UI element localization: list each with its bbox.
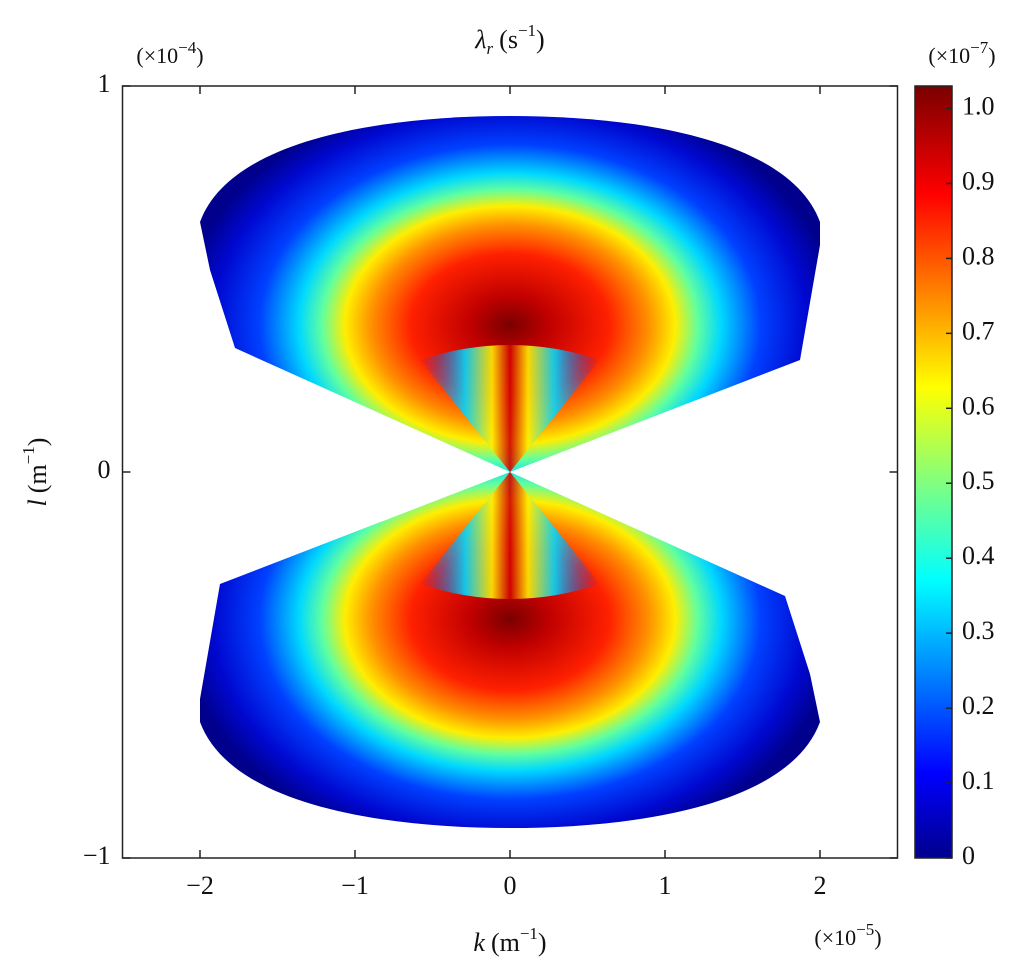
y-tick-label: 1	[98, 69, 111, 98]
colorbar-multiplier: (×10−7)	[928, 38, 995, 68]
colorbar-tick-label: 0	[962, 841, 975, 870]
multiplier-close: )	[196, 43, 203, 68]
x-tick-label: −1	[341, 871, 369, 900]
heatmap-region	[420, 345, 600, 472]
heatmap-region	[420, 472, 600, 599]
upper-lobe	[200, 116, 820, 472]
title-unit: (s	[499, 25, 518, 54]
colorbar-tick-label: 0.1	[962, 766, 995, 795]
colorbar-tick-label: 0.7	[962, 316, 995, 345]
multiplier-base: (×10	[814, 925, 856, 950]
colorbar	[914, 85, 953, 859]
y-label-unit: (m	[23, 464, 52, 493]
colorbar-tick-label: 0.4	[962, 541, 995, 570]
colorbar-tick-label: 0.6	[962, 391, 995, 420]
lower-lobe	[200, 472, 820, 828]
colorbar-tick-label: 0.2	[962, 691, 995, 720]
title-close: )	[536, 25, 545, 54]
multiplier-exponent: −7	[970, 38, 989, 57]
heatmap-field	[200, 116, 820, 828]
y-axis-label: l (m−1)	[19, 438, 52, 507]
x-label-close: )	[538, 928, 547, 957]
y-label-exponent: −1	[19, 446, 38, 464]
multiplier-exponent: −5	[856, 920, 874, 939]
chart-title: λr (s−1)	[474, 21, 544, 58]
colorbar-tick-label: 0.5	[962, 466, 995, 495]
y-label-symbol: l	[23, 499, 52, 506]
multiplier-base: (×10	[928, 43, 970, 68]
x-tick-label: 2	[814, 871, 827, 900]
x-label-exponent: −1	[520, 924, 538, 943]
x-tick-label: −2	[186, 871, 214, 900]
x-label-unit: (m	[491, 928, 520, 957]
x-multiplier: (×10−5)	[814, 920, 881, 950]
multiplier-close: )	[874, 925, 881, 950]
multiplier-close: )	[988, 43, 995, 68]
colorbar-tick-label: 0.3	[962, 616, 995, 645]
y-multiplier: (×10−4)	[136, 38, 203, 68]
y-tick-label: 0	[98, 455, 111, 484]
x-axis-label: k (m−1)	[473, 924, 546, 957]
x-tick-label: 1	[659, 871, 672, 900]
y-tick-label: −1	[83, 841, 111, 870]
y-label-close: )	[23, 438, 52, 447]
multiplier-base: (×10	[136, 43, 178, 68]
heatmap-region	[200, 116, 820, 472]
colorbar-tick-label: 0.8	[962, 241, 995, 270]
title-subscript: r	[487, 39, 494, 58]
title-symbol: λ	[474, 25, 486, 54]
title-exponent: −1	[518, 21, 536, 40]
colorbar-tick-label: 1.0	[962, 91, 995, 120]
heatmap-region	[200, 472, 820, 828]
x-label-symbol: k	[473, 928, 485, 957]
x-tick-label: 0	[504, 871, 517, 900]
multiplier-exponent: −4	[178, 38, 197, 57]
colorbar-tick-label: 0.9	[962, 166, 995, 195]
